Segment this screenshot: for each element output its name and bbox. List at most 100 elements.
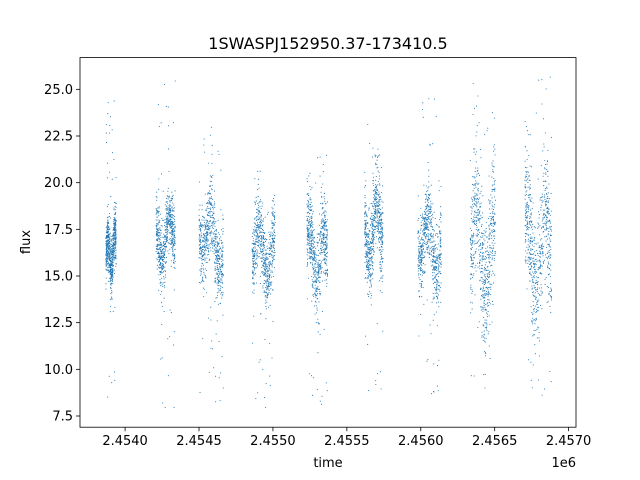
data-point [263, 258, 265, 260]
data-point [376, 188, 378, 190]
data-point [157, 259, 159, 261]
data-point [165, 243, 167, 245]
data-point [433, 314, 435, 316]
data-point [370, 279, 372, 281]
data-point [312, 253, 314, 255]
data-point [215, 333, 217, 335]
data-point [378, 228, 380, 230]
data-point [490, 200, 492, 202]
data-point [255, 261, 257, 263]
data-point [158, 248, 160, 251]
data-point [425, 214, 427, 216]
data-point [491, 204, 493, 206]
data-point [423, 240, 425, 242]
data-point [426, 299, 428, 301]
data-point [316, 277, 318, 279]
data-point [111, 274, 113, 276]
data-point [377, 195, 380, 197]
data-point [379, 236, 381, 239]
data-point [311, 262, 313, 264]
data-point [253, 292, 255, 294]
data-point [163, 233, 165, 235]
data-point [203, 221, 205, 223]
data-point [315, 266, 317, 269]
data-point [252, 243, 255, 245]
data-point [380, 192, 383, 194]
data-point [269, 269, 271, 271]
data-point [172, 229, 174, 232]
data-point [221, 242, 223, 244]
data-point [221, 279, 223, 281]
data-point [486, 316, 488, 318]
data-point [475, 265, 477, 267]
data-point [325, 248, 327, 251]
data-point [370, 281, 372, 283]
data-point [323, 222, 325, 224]
data-point [489, 238, 491, 240]
data-point [307, 199, 309, 202]
data-point [211, 197, 213, 199]
data-point [158, 237, 160, 239]
data-point [115, 236, 117, 238]
data-point [494, 199, 496, 201]
data-point [316, 259, 318, 261]
data-point [369, 217, 371, 219]
data-point [262, 220, 264, 222]
data-point [209, 197, 211, 199]
data-point [222, 262, 224, 264]
data-point [325, 203, 327, 205]
data-point [381, 234, 384, 236]
data-point [487, 305, 489, 307]
data-point [474, 221, 476, 223]
data-point [487, 265, 489, 268]
data-point [474, 195, 476, 197]
data-point [377, 220, 379, 222]
data-point [172, 245, 174, 247]
data-point [417, 257, 419, 259]
data-point [491, 197, 493, 199]
data-point [437, 256, 439, 258]
data-point [256, 218, 258, 220]
data-point [429, 222, 432, 224]
data-point [256, 229, 258, 231]
data-point [370, 268, 372, 270]
data-point [325, 245, 327, 247]
data-point [481, 264, 483, 266]
data-point [255, 262, 257, 264]
data-point [207, 215, 209, 217]
data-point [314, 241, 316, 243]
data-point [435, 234, 437, 236]
data-point [430, 184, 432, 186]
data-point [163, 310, 165, 313]
data-point [272, 275, 274, 278]
data-point [471, 207, 473, 209]
data-point [202, 226, 204, 228]
data-point [480, 157, 482, 159]
data-point [110, 275, 113, 277]
data-point [364, 243, 367, 245]
data-point [321, 231, 323, 233]
data-point [433, 297, 435, 299]
data-point [379, 263, 381, 265]
data-point [262, 247, 264, 249]
data-point [375, 185, 377, 187]
data-point [113, 100, 115, 102]
data-point [255, 228, 257, 230]
data-point [113, 371, 115, 373]
data-point [321, 222, 323, 224]
data-point [161, 259, 164, 261]
data-point [492, 216, 495, 218]
data-point [432, 237, 434, 239]
data-point [170, 220, 173, 222]
data-point [320, 272, 322, 274]
data-point [172, 247, 174, 249]
data-point [164, 406, 166, 409]
data-point [262, 218, 264, 220]
data-point [424, 228, 426, 230]
data-point [271, 242, 273, 244]
data-point [204, 275, 206, 277]
data-point [311, 257, 313, 259]
data-point [471, 239, 473, 241]
data-point [374, 228, 376, 230]
data-point [108, 244, 110, 246]
